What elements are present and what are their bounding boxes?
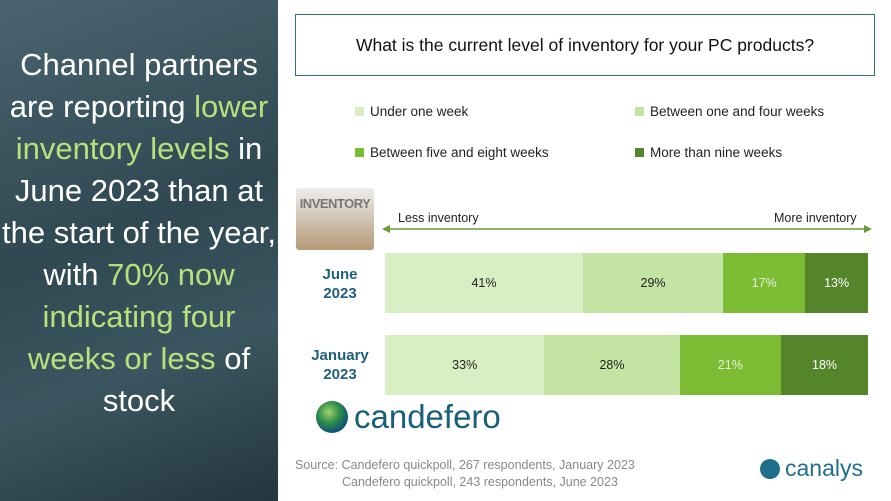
question-box: What is the current level of inventory f… (295, 14, 875, 76)
legend-item: Between one and four weeks (635, 104, 824, 119)
legend-swatch (635, 148, 644, 157)
legend-item: Under one week (355, 104, 468, 119)
bar-segment: 21% (679, 335, 782, 395)
canalys-wordmark: canalys (785, 455, 863, 481)
bar-segment: 41% (385, 253, 584, 313)
headline-panel: Channel partners are reporting lower inv… (0, 0, 278, 501)
row-label-line: 2023 (323, 366, 357, 383)
source-line: Candefero quickpoll, 243 respondents, Ju… (342, 475, 618, 489)
row-label-line: June (322, 266, 358, 283)
bar-segment: 13% (805, 253, 868, 313)
legend-label: Between one and four weeks (650, 104, 825, 119)
source-note: Source: Candefero quickpoll, 267 respond… (295, 457, 635, 491)
headline-text: Channel partners are reporting lower inv… (0, 44, 278, 422)
headline-highlight: 70% now indicating four weeks or less (27, 257, 236, 376)
bar-value-label: 13% (824, 276, 850, 290)
canalys-logo: canalys (760, 455, 863, 482)
headline-part: of stock (102, 341, 251, 418)
bar-value-label: 17% (751, 276, 777, 290)
legend-label: More than nine weeks (650, 145, 783, 160)
bar-value-label: 21% (717, 358, 743, 372)
legend-swatch (355, 148, 364, 157)
bar-value-label: 41% (471, 276, 497, 290)
row-label-line: 2023 (323, 285, 357, 302)
legend-label: Between five and eight weeks (370, 145, 549, 160)
headline-part: in June 2023 than at the start of the ye… (2, 131, 276, 292)
bar-segment: 28% (544, 335, 680, 395)
bar-segment: 29% (583, 253, 724, 313)
bar-value-label: 33% (452, 358, 478, 372)
globe-icon (316, 401, 348, 433)
legend-item: More than nine weeks (635, 145, 782, 160)
canalys-icon (760, 458, 780, 479)
less-inventory-label: Less inventory (398, 211, 479, 225)
inventory-image: INVENTORY (296, 188, 374, 250)
legend-item: Between five and eight weeks (355, 145, 549, 160)
bar-segment: 17% (723, 253, 806, 313)
bar-value-label: 18% (812, 358, 838, 372)
headline-part: Channel partners are reporting (9, 47, 258, 124)
candefero-logo: candefero (316, 398, 501, 436)
row-label-june: June 2023 (300, 265, 380, 303)
inventory-axis-arrow (382, 225, 872, 233)
legend-swatch (635, 107, 644, 116)
candefero-wordmark: candefero (354, 398, 501, 435)
legend-swatch (355, 107, 364, 116)
bar-value-label: 28% (599, 358, 625, 372)
question-title: What is the current level of inventory f… (355, 34, 815, 55)
bar-value-label: 29% (640, 276, 666, 290)
bar-segment: 33% (385, 335, 545, 395)
source-line: Source: Candefero quickpoll, 267 respond… (295, 458, 635, 472)
legend-label: Under one week (370, 104, 469, 119)
row-label-january: January 2023 (300, 346, 380, 384)
bar-segment: 18% (781, 335, 868, 395)
headline-highlight: lower inventory levels (15, 89, 269, 166)
row-label-line: January (311, 347, 369, 364)
more-inventory-label: More inventory (774, 211, 857, 225)
